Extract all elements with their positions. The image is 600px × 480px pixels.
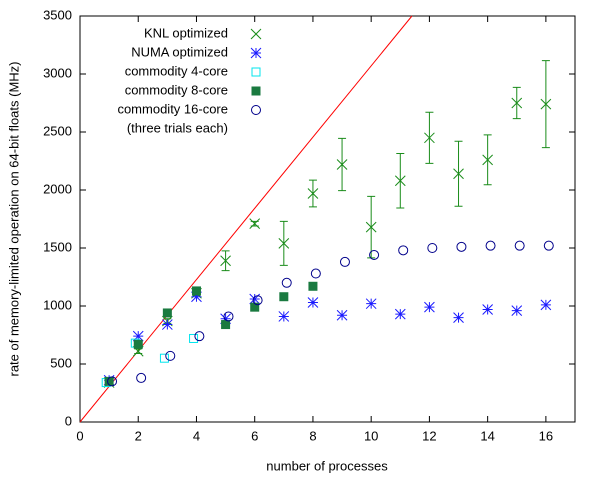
marker-star <box>540 299 552 311</box>
marker-x <box>278 238 290 249</box>
legend-marker <box>251 86 261 96</box>
legend-label: commodity 4-core <box>125 63 228 78</box>
marker-star <box>365 298 377 310</box>
marker-circle <box>485 240 496 251</box>
marker-square <box>189 333 199 343</box>
marker-filled-square <box>279 292 289 302</box>
marker-x <box>511 97 523 109</box>
marker-x <box>394 175 406 187</box>
marker-circle <box>339 256 350 267</box>
marker-star <box>307 297 319 308</box>
marker-star <box>132 330 144 342</box>
marker-circle <box>252 295 263 306</box>
legend-marker <box>250 28 262 40</box>
x-tick-label: 16 <box>539 428 553 443</box>
marker-circle <box>310 268 321 279</box>
marker-x <box>249 218 261 229</box>
marker-filled-square <box>308 281 318 291</box>
marker-x <box>453 168 464 180</box>
marker-circle <box>514 240 525 251</box>
x-axis-label: number of processes <box>266 458 388 473</box>
marker-x <box>424 132 435 144</box>
marker-star <box>511 305 523 316</box>
y-tick-label: 2000 <box>43 181 72 196</box>
y-tick-label: 2500 <box>43 123 72 138</box>
marker-star <box>220 313 231 325</box>
marker-circle <box>136 372 147 383</box>
legend-label: KNL optimized <box>144 25 228 40</box>
marker-star <box>336 309 348 321</box>
marker-star <box>191 291 202 303</box>
marker-filled-square <box>250 302 260 312</box>
x-tick-label: 6 <box>251 428 258 443</box>
marker-circle <box>281 277 292 288</box>
marker-star <box>394 308 406 320</box>
marker-circle <box>543 240 554 251</box>
legend-marker <box>250 47 262 59</box>
marker-x <box>336 159 348 170</box>
marker-filled-square <box>133 339 143 349</box>
marker-circle <box>165 350 176 361</box>
x-tick-label: 4 <box>193 428 200 443</box>
marker-star <box>249 293 261 305</box>
marker-filled-square <box>221 320 231 330</box>
marker-star <box>453 312 464 323</box>
legend-label: commodity 8-core <box>125 82 228 97</box>
marker-square <box>159 353 169 363</box>
marker-circle <box>369 249 380 260</box>
y-axis-label: rate of memory-limited operation on 64-b… <box>6 61 21 376</box>
marker-circle <box>427 243 438 253</box>
marker-x <box>540 98 552 110</box>
marker-circle <box>194 331 205 342</box>
x-tick-label: 10 <box>364 428 378 443</box>
marker-circle <box>456 241 467 252</box>
legend-label: commodity 16-core <box>117 101 228 116</box>
marker-star <box>424 301 435 313</box>
legend-label: NUMA optimized <box>131 44 228 59</box>
plot-border <box>79 15 576 423</box>
x-tick-label: 0 <box>76 428 83 443</box>
marker-star <box>278 311 290 322</box>
y-tick-label: 500 <box>50 355 72 370</box>
marker-circle <box>107 376 118 387</box>
marker-x <box>220 255 231 267</box>
marker-filled-square <box>162 308 172 318</box>
x-tick-label: 8 <box>309 428 316 443</box>
marker-filled-square <box>104 376 114 386</box>
y-tick-label: 3000 <box>43 65 72 80</box>
y-tick-label: 1500 <box>43 239 72 254</box>
legend-marker <box>251 105 261 115</box>
marker-star <box>482 304 494 315</box>
marker-circle <box>398 245 409 256</box>
marker-filled-square <box>191 286 201 296</box>
marker-star <box>161 319 173 330</box>
x-tick-label: 14 <box>480 428 494 443</box>
x-tick-label: 12 <box>422 428 436 443</box>
y-tick-label: 3500 <box>43 7 72 22</box>
x-tick-label: 2 <box>135 428 142 443</box>
y-tick-label: 0 <box>65 413 72 428</box>
y-tick-label: 1000 <box>43 297 72 312</box>
marker-circle <box>223 311 234 322</box>
marker-x <box>307 188 319 199</box>
legend-marker <box>251 67 261 77</box>
legend-note: (three trials each) <box>127 120 228 135</box>
marker-x <box>482 154 494 166</box>
marker-x <box>365 221 377 233</box>
